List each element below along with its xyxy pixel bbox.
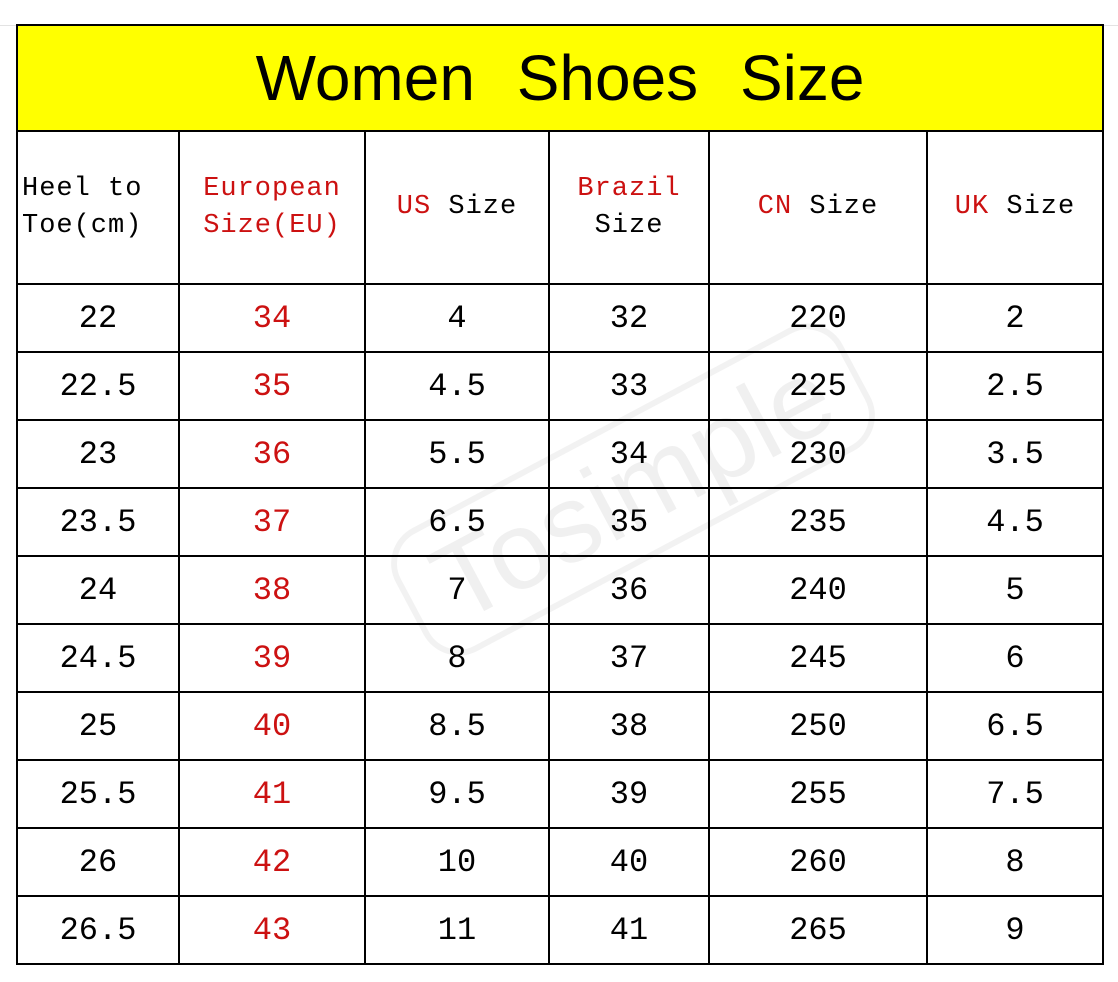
cell-brazil-size: 35 — [548, 487, 710, 557]
cell-brazil-size: 33 — [548, 351, 710, 421]
cell-us-size: 8 — [364, 623, 550, 693]
cell-heel-to-toe: 23 — [16, 419, 180, 489]
cell-european-size: 34 — [178, 283, 366, 353]
header-label-red: US — [396, 192, 432, 222]
table-row: 26 42 10 40 260 8 — [16, 827, 1104, 897]
cell-us-size: 11 — [364, 895, 550, 965]
header-label: Size — [792, 192, 879, 222]
cell-cn-size: 255 — [708, 759, 928, 829]
cell-cn-size: 235 — [708, 487, 928, 557]
cell-european-size: 42 — [178, 827, 366, 897]
cell-cn-size: 265 — [708, 895, 928, 965]
table-row: 23 36 5.5 34 230 3.5 — [16, 419, 1104, 489]
cell-heel-to-toe: 26 — [16, 827, 180, 897]
cell-us-size: 5.5 — [364, 419, 550, 489]
table-row: 24 38 7 36 240 5 — [16, 555, 1104, 625]
cell-uk-size: 4.5 — [926, 487, 1104, 557]
header-us-size: US Size — [364, 130, 550, 285]
header-label: Heel to Toe(cm) — [22, 173, 143, 241]
header-label: Size — [431, 192, 518, 222]
cell-brazil-size: 39 — [548, 759, 710, 829]
cell-uk-size: 3.5 — [926, 419, 1104, 489]
cell-heel-to-toe: 25.5 — [16, 759, 180, 829]
cell-european-size: 43 — [178, 895, 366, 965]
table-row: 22.5 35 4.5 33 225 2.5 — [16, 351, 1104, 421]
header-european-size: European Size(EU) — [178, 130, 366, 285]
cell-cn-size: 230 — [708, 419, 928, 489]
cell-brazil-size: 34 — [548, 419, 710, 489]
cell-brazil-size: 38 — [548, 691, 710, 761]
cell-brazil-size: 32 — [548, 283, 710, 353]
cell-brazil-size: 40 — [548, 827, 710, 897]
cell-european-size: 37 — [178, 487, 366, 557]
header-row: Heel to Toe(cm) European Size(EU) US Size B… — [16, 130, 1104, 285]
cell-us-size: 7 — [364, 555, 550, 625]
header-label-red: Brazil — [577, 173, 681, 204]
cell-uk-size: 6.5 — [926, 691, 1104, 761]
cell-uk-size: 5 — [926, 555, 1104, 625]
cell-uk-size: 9 — [926, 895, 1104, 965]
cell-cn-size: 220 — [708, 283, 928, 353]
cell-brazil-size: 41 — [548, 895, 710, 965]
chart-title: Women Shoes Size — [16, 24, 1104, 132]
header-label-red: European Size(EU) — [203, 173, 341, 241]
cell-heel-to-toe: 22.5 — [16, 351, 180, 421]
cell-heel-to-toe: 23.5 — [16, 487, 180, 557]
size-chart-table: Women Shoes Size Heel to Toe(cm) European… — [16, 24, 1104, 965]
cell-european-size: 41 — [178, 759, 366, 829]
cell-cn-size: 240 — [708, 555, 928, 625]
cell-uk-size: 8 — [926, 827, 1104, 897]
header-label: Size — [989, 192, 1076, 222]
header-label-red: CN — [757, 192, 793, 222]
cell-us-size: 10 — [364, 827, 550, 897]
header-cn-size: CN Size — [708, 130, 928, 285]
cell-us-size: 4.5 — [364, 351, 550, 421]
cell-us-size: 8.5 — [364, 691, 550, 761]
cell-european-size: 35 — [178, 351, 366, 421]
cell-heel-to-toe: 26.5 — [16, 895, 180, 965]
cell-heel-to-toe: 25 — [16, 691, 180, 761]
cell-european-size: 39 — [178, 623, 366, 693]
cell-heel-to-toe: 22 — [16, 283, 180, 353]
table-row: 25.5 41 9.5 39 255 7.5 — [16, 759, 1104, 829]
table-row: 22 34 4 32 220 2 — [16, 283, 1104, 353]
table-row: 25 40 8.5 38 250 6.5 — [16, 691, 1104, 761]
cell-brazil-size: 36 — [548, 555, 710, 625]
cell-cn-size: 245 — [708, 623, 928, 693]
cell-uk-size: 2 — [926, 283, 1104, 353]
header-brazil-size: Brazil Size — [548, 130, 710, 285]
cell-us-size: 6.5 — [364, 487, 550, 557]
spreadsheet-grid-top — [0, 0, 1118, 26]
header-heel-to-toe: Heel to Toe(cm) — [16, 130, 180, 285]
cell-heel-to-toe: 24 — [16, 555, 180, 625]
cell-european-size: 38 — [178, 555, 366, 625]
cell-cn-size: 225 — [708, 351, 928, 421]
header-uk-size: UK Size — [926, 130, 1104, 285]
header-label: Size — [594, 210, 664, 241]
cell-heel-to-toe: 24.5 — [16, 623, 180, 693]
cell-uk-size: 7.5 — [926, 759, 1104, 829]
cell-us-size: 4 — [364, 283, 550, 353]
table-row: 26.5 43 11 41 265 9 — [16, 895, 1104, 965]
cell-european-size: 36 — [178, 419, 366, 489]
cell-european-size: 40 — [178, 691, 366, 761]
header-label-red: UK — [954, 192, 990, 222]
table-row: 24.5 39 8 37 245 6 — [16, 623, 1104, 693]
cell-cn-size: 250 — [708, 691, 928, 761]
table-row: 23.5 37 6.5 35 235 4.5 — [16, 487, 1104, 557]
cell-uk-size: 6 — [926, 623, 1104, 693]
cell-cn-size: 260 — [708, 827, 928, 897]
cell-brazil-size: 37 — [548, 623, 710, 693]
cell-uk-size: 2.5 — [926, 351, 1104, 421]
cell-us-size: 9.5 — [364, 759, 550, 829]
